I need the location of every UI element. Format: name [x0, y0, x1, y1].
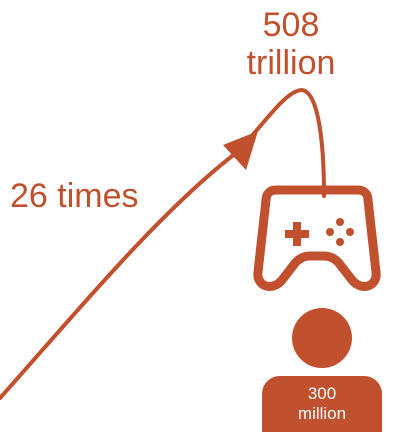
arrow-icon	[0, 87, 326, 400]
value-bottom-number: 300	[307, 384, 337, 403]
value-bottom-label: 300 million	[272, 384, 372, 424]
value-top-number: 508	[262, 6, 320, 44]
value-top-label: 508 trillion	[226, 6, 356, 82]
value-bottom-unit: million	[297, 404, 347, 423]
arrow-head	[223, 131, 258, 170]
multiplier-label: 26 times	[10, 177, 139, 215]
game-controller-icon	[253, 185, 381, 291]
value-top-unit: trillion	[246, 44, 336, 82]
person-icon	[262, 308, 382, 432]
growth-curve	[0, 87, 326, 400]
